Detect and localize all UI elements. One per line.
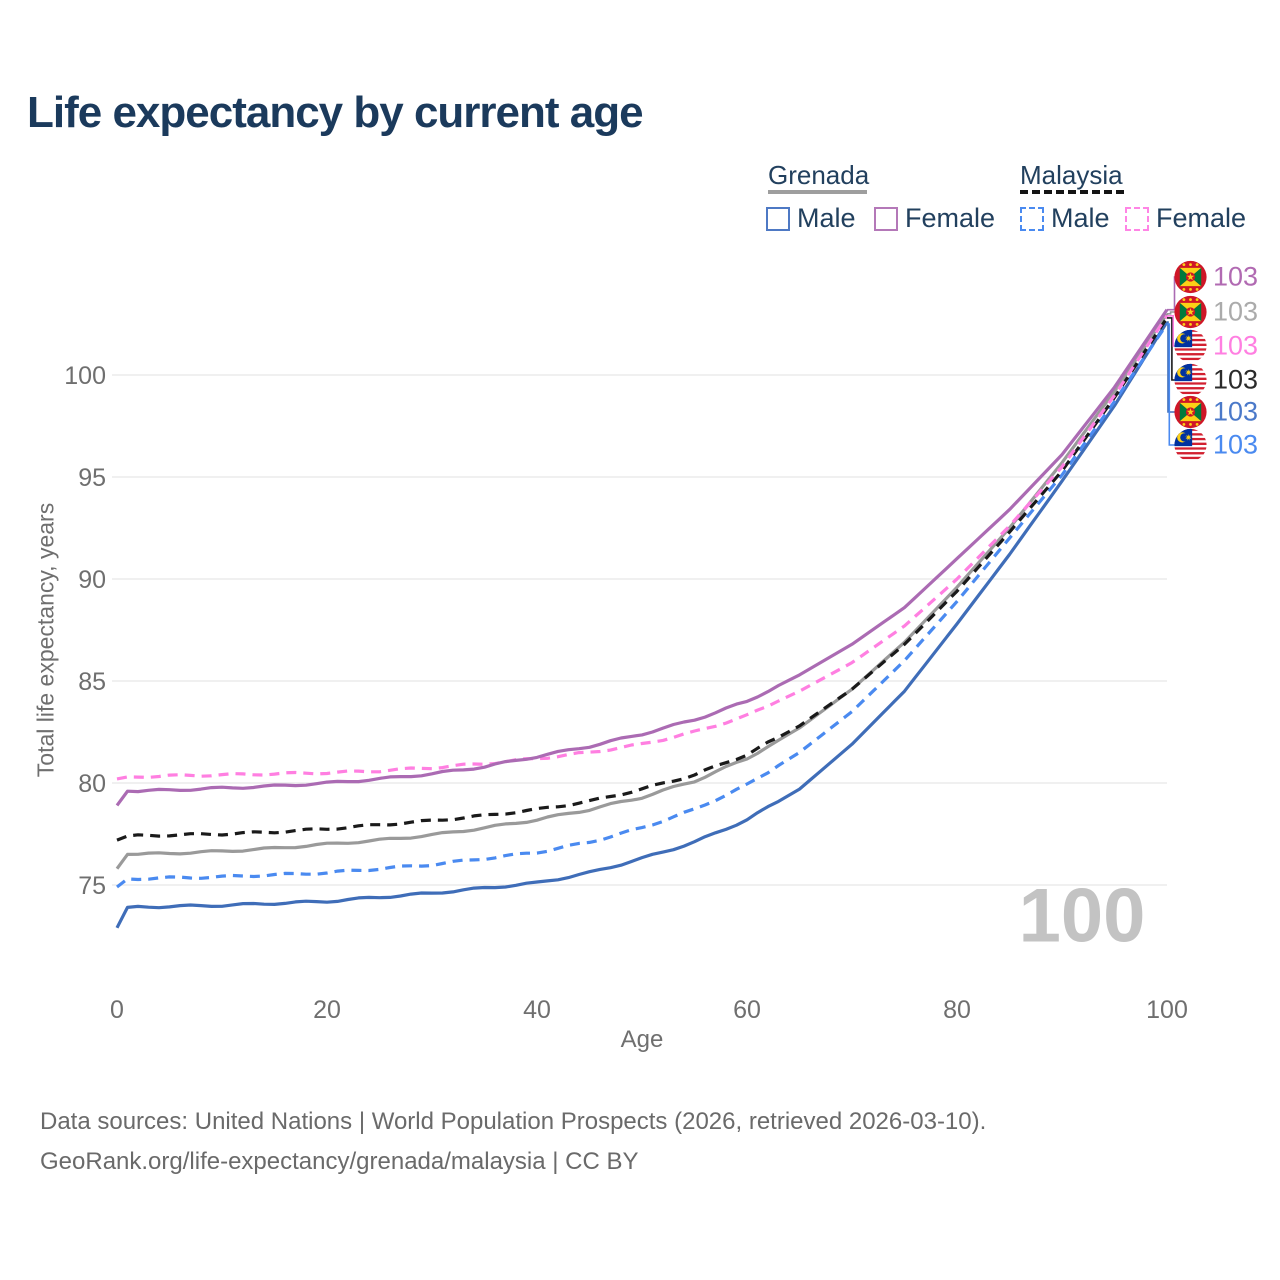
legend-item-grenada-female[interactable]: Female bbox=[874, 203, 995, 234]
series-line-malaysia-female bbox=[116, 314, 1169, 781]
end-label-grenada-both: 103 bbox=[1174, 295, 1259, 329]
end-label-value: 103 bbox=[1213, 429, 1259, 460]
end-label-grenada-female: 103 bbox=[1174, 260, 1259, 294]
legend-item-malaysia-male[interactable]: Male bbox=[1020, 203, 1110, 234]
end-label-value: 103 bbox=[1213, 296, 1259, 327]
end-label-value: 103 bbox=[1213, 261, 1259, 292]
end-label-value: 103 bbox=[1213, 330, 1259, 361]
x-tick-100: 100 bbox=[1146, 996, 1188, 1024]
malaysia-male-checkbox[interactable] bbox=[1020, 206, 1044, 231]
y-tick-100: 100 bbox=[64, 362, 106, 390]
legend-group-malaysia-title: Malaysia bbox=[1020, 160, 1123, 190]
series-line-grenada-both bbox=[115, 312, 1169, 870]
series-line-grenada-male bbox=[115, 321, 1169, 929]
legend-item-label: Female bbox=[905, 203, 996, 233]
x-axis-title: Age bbox=[620, 1026, 664, 1053]
y-tick-90: 90 bbox=[78, 566, 106, 594]
end-label-malaysia-male: 103 bbox=[1174, 428, 1259, 462]
age-watermark: 100 bbox=[1018, 873, 1146, 959]
grenada-flag-icon bbox=[1174, 295, 1207, 329]
y-tick-95: 95 bbox=[78, 464, 106, 492]
connector-malaysia-male bbox=[1167, 323, 1176, 446]
attribution-link-text: GeoRank.org/life-expectancy/grenada/mala… bbox=[40, 1148, 639, 1175]
end-label-grenada-male: 103 bbox=[1174, 395, 1259, 429]
malaysia-flag-icon bbox=[1174, 329, 1207, 363]
y-axis-title: Total life expectancy, years bbox=[32, 502, 59, 778]
malaysia-flag-icon bbox=[1174, 428, 1207, 462]
x-tick-60: 60 bbox=[733, 996, 761, 1024]
x-tick-40: 40 bbox=[523, 996, 551, 1024]
gridlines bbox=[112, 374, 1167, 886]
end-label-malaysia-female: 103 bbox=[1174, 329, 1259, 363]
legend-item-label: Male bbox=[797, 203, 856, 233]
grenada-flag-icon bbox=[1174, 395, 1207, 429]
legend-item-malaysia-female[interactable]: Female bbox=[1125, 203, 1246, 234]
series-lines bbox=[115, 308, 1169, 929]
end-label-malaysia-both: 103 bbox=[1174, 363, 1259, 397]
y-tick-75: 75 bbox=[78, 872, 106, 900]
grenada-flag-icon bbox=[1174, 260, 1207, 294]
connector-grenada-both bbox=[1167, 311, 1176, 315]
page-title: Life expectancy by current age bbox=[27, 88, 644, 137]
x-tick-0: 0 bbox=[110, 996, 124, 1024]
y-tick-80: 80 bbox=[78, 770, 106, 798]
series-line-malaysia-both bbox=[116, 317, 1169, 842]
legend-group-grenada-title: Grenada bbox=[768, 160, 870, 190]
legend-item-label: Male bbox=[1051, 203, 1110, 233]
malaysia-female-checkbox[interactable] bbox=[1125, 206, 1149, 231]
end-label-value: 103 bbox=[1213, 396, 1259, 427]
x-tick-80: 80 bbox=[943, 996, 971, 1024]
legend-item-label: Female bbox=[1156, 203, 1247, 233]
end-label-value: 103 bbox=[1213, 364, 1259, 395]
data-sources-text: Data sources: United Nations | World Pop… bbox=[40, 1108, 987, 1135]
connector-grenada-male bbox=[1167, 321, 1176, 413]
connector-malaysia-both bbox=[1167, 317, 1176, 381]
legend-grenada-line-sample bbox=[768, 190, 867, 194]
legend-item-grenada-male[interactable]: Male bbox=[766, 203, 856, 234]
grenada-male-checkbox[interactable] bbox=[766, 206, 790, 231]
malaysia-flag-icon bbox=[1174, 363, 1207, 397]
series-line-malaysia-male bbox=[116, 323, 1169, 889]
series-line-grenada-female bbox=[115, 308, 1169, 807]
axis-tick-labels: 75 80 85 90 95 100 0 20 40 60 80 100 bbox=[64, 362, 1188, 1024]
y-tick-85: 85 bbox=[78, 668, 106, 696]
grenada-female-checkbox[interactable] bbox=[874, 206, 898, 231]
x-tick-20: 20 bbox=[313, 996, 341, 1024]
legend-malaysia-line-sample bbox=[1020, 190, 1124, 194]
